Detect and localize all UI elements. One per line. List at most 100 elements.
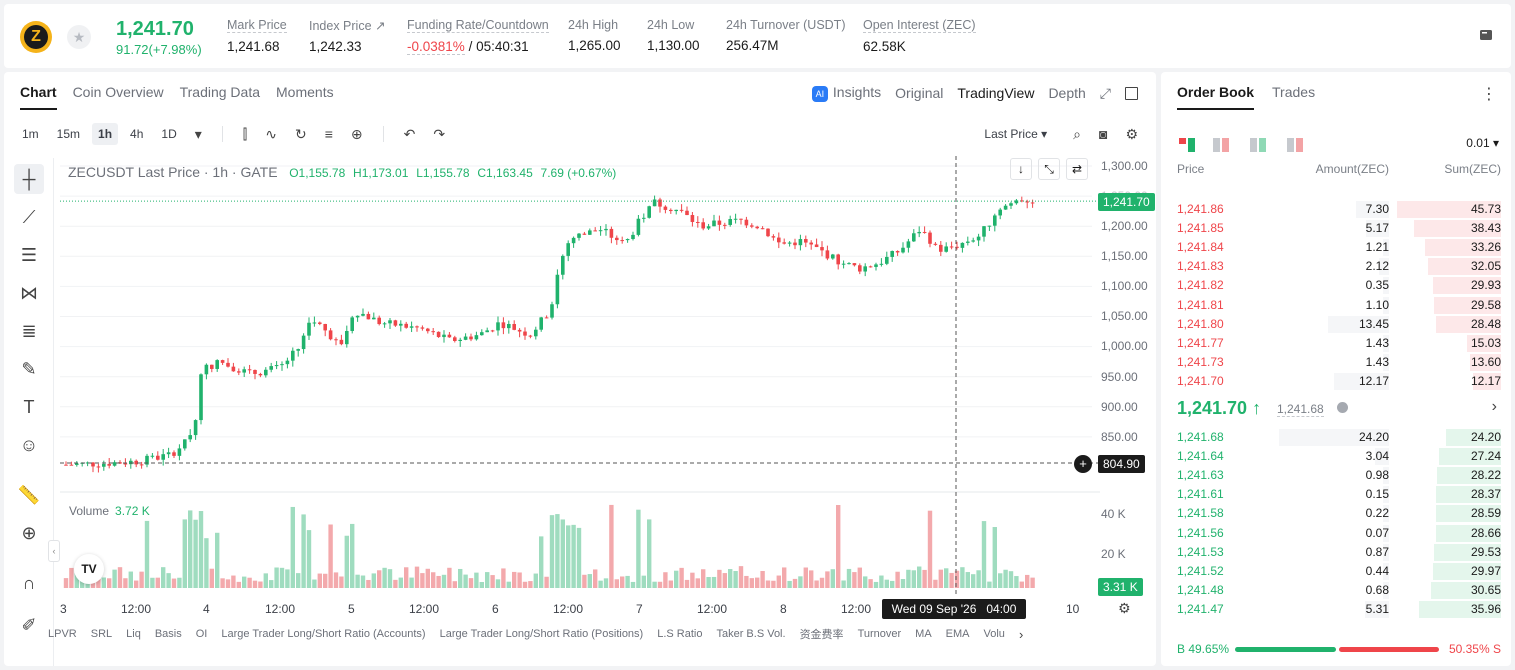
- indicator-item[interactable]: Basis: [154, 628, 182, 640]
- indicator-item[interactable]: L.S Ratio: [657, 628, 703, 640]
- indicator-item[interactable]: Taker B.S Vol.: [716, 628, 786, 640]
- orderbook-row[interactable]: 1,241.70 12.17 12.17: [1177, 372, 1501, 391]
- orderbook-row[interactable]: 1,241.58 0.22 28.59: [1177, 504, 1501, 523]
- tf-1m[interactable]: 1m: [22, 127, 39, 141]
- templates-icon[interactable]: ≡: [324, 126, 333, 142]
- indicators-icon[interactable]: ∿: [265, 125, 277, 142]
- pattern-icon[interactable]: ⋈: [20, 282, 38, 303]
- replay-icon[interactable]: ↻: [294, 125, 307, 142]
- more-menu-icon[interactable]: ⋮: [1481, 86, 1497, 103]
- window-icon[interactable]: [1125, 86, 1138, 100]
- orderbook-row[interactable]: 1,241.86 7.30 45.73: [1177, 200, 1501, 219]
- stat-mark-price: Mark Price 1,241.68: [227, 18, 287, 54]
- ruler-icon[interactable]: 📏: [17, 484, 41, 505]
- indicator-item[interactable]: Volu: [983, 628, 1005, 640]
- chevron-right-icon[interactable]: ›: [1491, 398, 1497, 415]
- favorite-star-icon[interactable]: ★: [67, 25, 91, 49]
- collapse-icon[interactable]: ⤡: [1038, 158, 1060, 180]
- settings-gear-icon[interactable]: ⚙: [1125, 125, 1138, 142]
- add-order-icon[interactable]: +: [1074, 455, 1092, 473]
- candle-body: [874, 264, 878, 267]
- swap-icon[interactable]: ⇄: [1066, 158, 1088, 180]
- view-bids-icon[interactable]: [1250, 138, 1266, 152]
- indicator-item[interactable]: LPVR: [48, 628, 77, 640]
- view-both-icon[interactable]: [1179, 138, 1195, 152]
- emoji-icon[interactable]: ☺: [19, 434, 39, 455]
- orderbook-row[interactable]: 1,241.47 5.31 35.96: [1177, 600, 1501, 619]
- volume-bar: [695, 578, 700, 588]
- view-depth[interactable]: Depth: [1048, 85, 1086, 101]
- crosshair-icon[interactable]: ┼: [14, 164, 44, 194]
- orderbook-row[interactable]: 1,241.64 3.04 27.24: [1177, 447, 1501, 466]
- chart-settings-icon[interactable]: ⚙: [1118, 600, 1131, 616]
- orderbook-row[interactable]: 1,241.63 0.98 28.22: [1177, 466, 1501, 485]
- arrow-down-icon[interactable]: ↓: [1010, 158, 1032, 180]
- orderbook-row[interactable]: 1,241.84 1.21 33.26: [1177, 238, 1501, 257]
- orderbook-row[interactable]: 1,241.53 0.87 29.53: [1177, 543, 1501, 562]
- indicator-item[interactable]: Large Trader Long/Short Ratio (Accounts): [221, 628, 426, 640]
- tab-trades[interactable]: Trades: [1272, 84, 1316, 100]
- precision-select[interactable]: 0.01 ▾: [1466, 136, 1499, 150]
- price-type-select[interactable]: Last Price ▾: [984, 127, 1048, 141]
- view-tradingview[interactable]: TradingView: [957, 85, 1035, 101]
- tab-coin-overview[interactable]: Coin Overview: [72, 84, 164, 100]
- redo-icon[interactable]: ↷: [433, 125, 446, 142]
- fib-icon[interactable]: ≣: [21, 320, 37, 341]
- tab-order-book[interactable]: Order Book: [1177, 84, 1255, 110]
- zoom-icon[interactable]: ⊕: [21, 522, 37, 543]
- tf-1h[interactable]: 1h: [92, 123, 119, 145]
- orderbook-row[interactable]: 1,241.61 0.15 28.37: [1177, 485, 1501, 504]
- timeframe-dropdown-icon[interactable]: ▾: [194, 125, 202, 142]
- tf-15m[interactable]: 15m: [56, 127, 81, 141]
- orderbook-row[interactable]: 1,241.81 1.10 29.58: [1177, 296, 1501, 315]
- view-original[interactable]: Original: [895, 85, 944, 101]
- orderbook-row[interactable]: 1,241.77 1.43 15.03: [1177, 334, 1501, 353]
- brush-icon[interactable]: ✎: [21, 358, 37, 379]
- screenshot-icon[interactable]: ◙: [1098, 126, 1108, 142]
- search-icon[interactable]: ⌕: [1073, 125, 1081, 142]
- tf-1d[interactable]: 1D: [161, 127, 177, 141]
- indicator-item[interactable]: 资金费率: [799, 629, 844, 641]
- orderbook-row[interactable]: 1,241.52 0.44 29.97: [1177, 562, 1501, 581]
- stat-funding-rate: Funding Rate/Countdown -0.0381% / 05:40:…: [407, 18, 549, 55]
- view-asks-icon[interactable]: [1213, 138, 1229, 152]
- candle-type-icon[interactable]: ⫿: [242, 125, 248, 142]
- mid-price-row[interactable]: 1,241.70 ↑ 1,241.68 ›: [1177, 398, 1501, 419]
- horizontal-lines-icon[interactable]: ☰: [20, 244, 38, 265]
- indicator-item[interactable]: EMA: [945, 628, 970, 640]
- candlestick-plot[interactable]: [60, 156, 1100, 596]
- orderbook-row[interactable]: 1,241.82 0.35 29.93: [1177, 276, 1501, 295]
- undo-icon[interactable]: ↶: [403, 125, 416, 142]
- trendline-icon[interactable]: ⟋: [22, 206, 36, 227]
- indicator-item[interactable]: Turnover: [857, 628, 902, 640]
- tab-trading-data[interactable]: Trading Data: [179, 84, 261, 100]
- orderbook-row[interactable]: 1,241.73 1.43 13.60: [1177, 353, 1501, 372]
- add-alert-icon[interactable]: ⊕: [350, 125, 363, 142]
- view-depth-icon[interactable]: [1287, 138, 1303, 152]
- chevron-right-icon[interactable]: ›: [1018, 626, 1024, 642]
- orderbook-row[interactable]: 1,241.48 0.68 30.65: [1177, 581, 1501, 600]
- insights-button[interactable]: AI Insights: [811, 84, 881, 102]
- orderbook-row[interactable]: 1,241.83 2.12 32.05: [1177, 257, 1501, 276]
- orderbook-row[interactable]: 1,241.56 0.07 28.66: [1177, 524, 1501, 543]
- orderbook-row[interactable]: 1,241.85 5.17 38.43: [1177, 219, 1501, 238]
- tab-moments[interactable]: Moments: [276, 84, 334, 100]
- text-tool-icon[interactable]: T: [23, 396, 35, 417]
- indicator-item[interactable]: Liq: [126, 628, 141, 640]
- collapse-rail-icon[interactable]: ‹: [48, 540, 60, 562]
- indicator-item[interactable]: MA: [915, 628, 932, 640]
- stat-index-price[interactable]: Index Price ↗ 1,242.33: [309, 18, 385, 54]
- orderbook-row[interactable]: 1,241.68 24.20 24.20: [1177, 428, 1501, 447]
- tf-4h[interactable]: 4h: [130, 127, 144, 141]
- notes-icon[interactable]: [1479, 28, 1495, 44]
- orderbook-row[interactable]: 1,241.80 13.45 28.48: [1177, 315, 1501, 334]
- indicator-item[interactable]: Large Trader Long/Short Ratio (Positions…: [439, 628, 644, 640]
- amount-depth-bar: [1382, 353, 1389, 371]
- time-tick: 7: [636, 602, 643, 616]
- indicator-item[interactable]: OI: [195, 628, 208, 640]
- pencil-lock-icon[interactable]: ✐: [21, 614, 37, 635]
- indicator-item[interactable]: SRL: [90, 628, 113, 640]
- expand-icon[interactable]: ⤢: [1099, 84, 1111, 101]
- tab-chart[interactable]: Chart: [20, 84, 57, 110]
- magnet-icon[interactable]: ∩: [22, 572, 36, 593]
